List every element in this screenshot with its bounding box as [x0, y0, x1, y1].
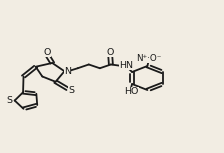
- Text: N⁺·O⁻: N⁺·O⁻: [136, 54, 162, 63]
- Text: O: O: [107, 48, 114, 57]
- Text: S: S: [7, 96, 13, 105]
- Text: O: O: [43, 48, 51, 57]
- Text: HN: HN: [119, 61, 133, 70]
- Text: HO: HO: [125, 87, 139, 96]
- Text: S: S: [68, 86, 74, 95]
- Text: N: N: [64, 67, 71, 76]
